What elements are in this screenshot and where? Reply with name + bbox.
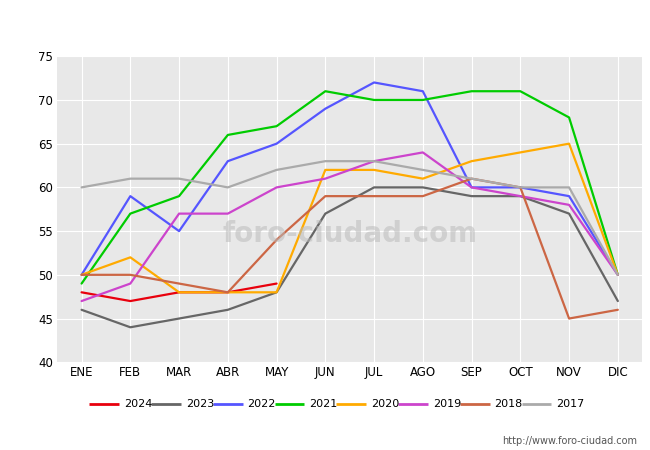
Text: 2022: 2022 bbox=[248, 399, 276, 409]
Text: Afiliados en Ventosa del Río Almar a 31/5/2024: Afiliados en Ventosa del Río Almar a 31/… bbox=[105, 14, 545, 33]
Text: http://www.foro-ciudad.com: http://www.foro-ciudad.com bbox=[502, 436, 637, 446]
Text: 2020: 2020 bbox=[371, 399, 399, 409]
Text: 2023: 2023 bbox=[186, 399, 214, 409]
Text: 2024: 2024 bbox=[124, 399, 152, 409]
Text: foro-ciudad.com: foro-ciudad.com bbox=[222, 220, 477, 248]
Text: 2019: 2019 bbox=[433, 399, 461, 409]
Text: 2017: 2017 bbox=[556, 399, 584, 409]
Text: 2018: 2018 bbox=[495, 399, 523, 409]
Text: 2021: 2021 bbox=[309, 399, 337, 409]
